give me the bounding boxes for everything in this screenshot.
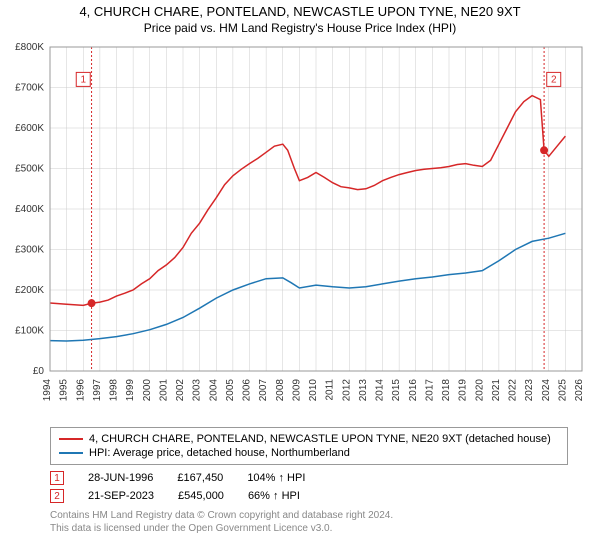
marker-price-2: £545,000: [178, 490, 224, 502]
svg-text:1996: 1996: [75, 379, 86, 402]
svg-text:2023: 2023: [524, 379, 535, 402]
svg-text:£0: £0: [33, 366, 45, 377]
svg-text:2022: 2022: [508, 379, 519, 402]
marker-row-1: 1 28-JUN-1996 £167,450 104% ↑ HPI: [50, 469, 568, 487]
attribution-line-2: This data is licensed under the Open Gov…: [50, 522, 568, 535]
legend-row-1: 4, CHURCH CHARE, PONTELAND, NEWCASTLE UP…: [59, 432, 559, 446]
svg-text:2025: 2025: [557, 379, 568, 402]
svg-text:2002: 2002: [175, 379, 186, 402]
marker-date-1: 28-JUN-1996: [88, 472, 153, 484]
svg-text:£100K: £100K: [15, 326, 44, 337]
svg-text:2014: 2014: [375, 379, 386, 402]
marker-box-1: 1: [50, 471, 64, 485]
svg-text:2015: 2015: [391, 379, 402, 402]
svg-text:2001: 2001: [158, 379, 169, 402]
chart-container: 4, CHURCH CHARE, PONTELAND, NEWCASTLE UP…: [0, 0, 600, 560]
chart-title: 4, CHURCH CHARE, PONTELAND, NEWCASTLE UP…: [0, 0, 600, 19]
svg-text:2011: 2011: [325, 379, 336, 401]
svg-text:£200K: £200K: [15, 285, 44, 296]
svg-text:2000: 2000: [142, 379, 153, 402]
marker-box-2: 2: [50, 489, 64, 503]
svg-text:2008: 2008: [275, 379, 286, 402]
attribution: Contains HM Land Registry data © Crown c…: [50, 509, 568, 535]
chart-subtitle: Price paid vs. HM Land Registry's House …: [0, 19, 600, 41]
marker-price-1: £167,450: [177, 472, 223, 484]
svg-text:2013: 2013: [358, 379, 369, 402]
svg-text:2026: 2026: [574, 379, 585, 402]
svg-text:2016: 2016: [408, 379, 419, 402]
svg-text:2004: 2004: [208, 379, 219, 402]
marker-pct-2: 66% ↑ HPI: [248, 490, 300, 502]
svg-text:2005: 2005: [225, 379, 236, 402]
attribution-line-1: Contains HM Land Registry data © Crown c…: [50, 509, 568, 522]
svg-text:2009: 2009: [291, 379, 302, 402]
legend-box: 4, CHURCH CHARE, PONTELAND, NEWCASTLE UP…: [50, 427, 568, 465]
marker-rows: 1 28-JUN-1996 £167,450 104% ↑ HPI 2 21-S…: [50, 469, 568, 505]
svg-text:2020: 2020: [474, 379, 485, 402]
marker-date-2: 21-SEP-2023: [88, 490, 154, 502]
chart-svg: £0 £100K £200K £300K £400K £500K £600K £700K £80…: [0, 41, 600, 421]
svg-text:2010: 2010: [308, 379, 319, 402]
svg-text:£400K: £400K: [15, 204, 44, 215]
chart-plot-area: £0 £100K £200K £300K £400K £500K £600K £700K £80…: [0, 41, 600, 421]
svg-text:2019: 2019: [458, 379, 469, 402]
svg-text:1: 1: [80, 74, 86, 85]
svg-text:1997: 1997: [92, 379, 103, 402]
svg-text:£700K: £700K: [15, 83, 44, 94]
svg-text:2003: 2003: [192, 379, 203, 402]
svg-text:1998: 1998: [109, 379, 120, 402]
svg-text:2012: 2012: [341, 379, 352, 402]
marker-pct-1: 104% ↑ HPI: [247, 472, 305, 484]
legend-row-2: HPI: Average price, detached house, Nort…: [59, 446, 559, 460]
svg-text:£800K: £800K: [15, 42, 44, 53]
svg-text:1999: 1999: [125, 379, 136, 402]
svg-text:2018: 2018: [441, 379, 452, 402]
svg-text:2: 2: [551, 74, 557, 85]
svg-text:1994: 1994: [42, 379, 53, 402]
marker-row-2: 2 21-SEP-2023 £545,000 66% ↑ HPI: [50, 487, 568, 505]
svg-text:2021: 2021: [491, 379, 502, 402]
svg-text:2007: 2007: [258, 379, 269, 402]
legend-label-1: 4, CHURCH CHARE, PONTELAND, NEWCASTLE UP…: [89, 433, 551, 445]
legend-swatch-2: [59, 452, 83, 454]
svg-text:2024: 2024: [541, 379, 552, 402]
legend-label-2: HPI: Average price, detached house, Nort…: [89, 447, 350, 459]
svg-text:£500K: £500K: [15, 164, 44, 175]
legend-swatch-1: [59, 438, 83, 440]
svg-text:£300K: £300K: [15, 245, 44, 256]
svg-text:2017: 2017: [424, 379, 435, 402]
svg-text:2006: 2006: [242, 379, 253, 402]
svg-text:1995: 1995: [59, 379, 70, 402]
svg-text:£600K: £600K: [15, 123, 44, 134]
